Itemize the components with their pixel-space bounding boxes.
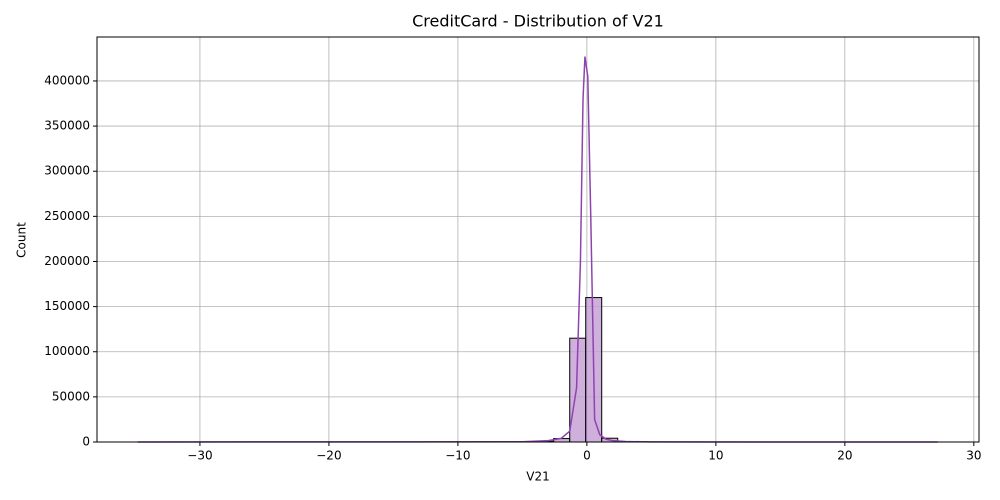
y-tick-label: 200000 <box>44 254 90 268</box>
y-tick-label: 50000 <box>52 389 90 403</box>
x-tick-label: 10 <box>708 449 723 463</box>
y-tick-label: 350000 <box>44 119 90 133</box>
y-tick-label: 100000 <box>44 344 90 358</box>
x-tick-label: −10 <box>445 449 470 463</box>
x-tick-label: 30 <box>966 449 981 463</box>
x-tick-label: −20 <box>316 449 341 463</box>
y-tick-label: 300000 <box>44 164 90 178</box>
x-axis-label: V21 <box>526 470 549 484</box>
x-tick-label: 0 <box>583 449 591 463</box>
kde-line <box>137 56 938 443</box>
chart-title: CreditCard - Distribution of V21 <box>412 12 664 31</box>
y-tick-label: 400000 <box>44 73 90 87</box>
x-tick-label: 20 <box>837 449 852 463</box>
plot-frame <box>96 36 980 443</box>
y-tick-label: 150000 <box>44 299 90 313</box>
y-tick-label: 250000 <box>44 209 90 223</box>
x-tick-label: −30 <box>187 449 212 463</box>
y-axis-label: Count <box>15 222 29 258</box>
y-tick-label: 0 <box>82 435 90 449</box>
